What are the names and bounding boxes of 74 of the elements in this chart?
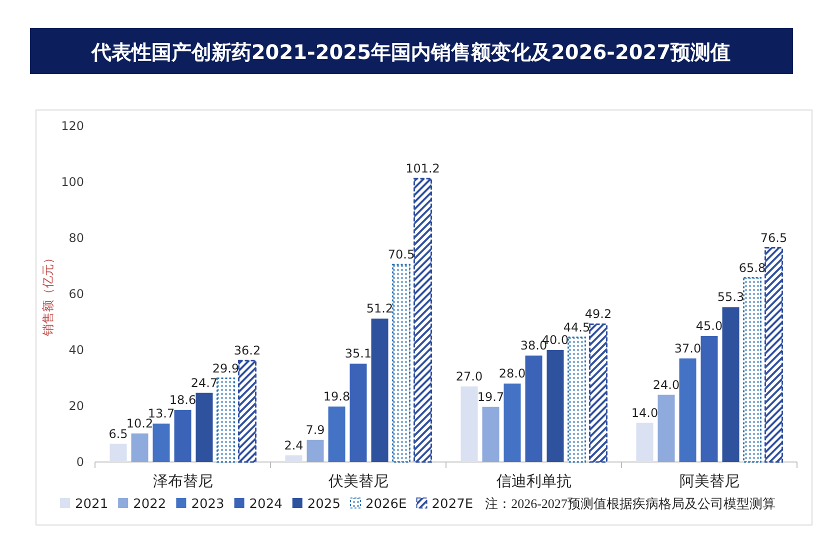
data-label: 70.5 (388, 248, 415, 262)
legend-label: 2022 (133, 497, 166, 512)
x-tick-label: 泽布替尼 (152, 472, 213, 490)
bar (589, 323, 608, 463)
bar (525, 356, 542, 462)
data-label: 14.0 (631, 406, 658, 420)
bar (658, 394, 675, 462)
bar (216, 378, 235, 463)
bar (636, 422, 654, 462)
bar (306, 440, 324, 462)
data-label: 6.5 (108, 426, 128, 441)
y-tick-label: 0 (76, 455, 84, 469)
bar (350, 364, 367, 462)
data-label: 37.0 (674, 341, 702, 356)
legend-label: 2024 (249, 497, 282, 512)
y-tick-label: 80 (68, 231, 84, 245)
bar (764, 247, 783, 463)
bar (679, 358, 696, 462)
y-tick-label: 120 (61, 119, 84, 133)
data-label: 10.2 (126, 416, 154, 430)
bar (371, 318, 388, 462)
y-tick-label: 40 (68, 343, 84, 357)
bar (743, 277, 762, 463)
text: 2026E (365, 497, 407, 512)
bar (285, 455, 302, 462)
x-tick-label: 伏美替尼 (328, 472, 388, 490)
data-label: 7.9 (306, 422, 325, 437)
data-label: 49.2 (584, 307, 612, 322)
x-tick-label: 信迪利单抗 (496, 472, 572, 490)
bar (722, 307, 740, 462)
legend-label: 2025 (307, 497, 340, 512)
data-label: 101.2 (406, 162, 440, 176)
data-label: 29.9 (212, 361, 240, 376)
bar (546, 350, 564, 462)
bar (328, 406, 346, 462)
bar (152, 424, 170, 462)
bar (131, 433, 148, 462)
y-tick-label: 20 (68, 399, 84, 413)
x-tick-label: 阿美替尼 (679, 472, 740, 490)
data-label: 44.5 (563, 320, 590, 334)
y-axis-title: 销售额（亿元） (41, 252, 55, 337)
bar (196, 392, 213, 462)
bar (238, 360, 256, 463)
text: 注：2026-2027预测值根据疾病格局及公司模型测算 (485, 496, 776, 511)
data-label: 45.0 (696, 319, 723, 333)
data-label: 76.5 (760, 230, 788, 245)
data-label: 24.7 (190, 376, 218, 390)
chart-title: 代表性国产创新药2021-2025年国内销售额变化及2026-2027预测值 (90, 40, 731, 64)
data-label: 51.2 (366, 302, 394, 316)
data-label: 28.0 (498, 366, 526, 381)
bar (414, 178, 432, 463)
data-label: 36.2 (234, 344, 261, 358)
text: 2027E (432, 497, 474, 512)
data-label: 19.8 (323, 390, 350, 404)
bar (504, 384, 521, 462)
legend-label: 2023 (191, 497, 224, 512)
bar (110, 444, 127, 462)
bar (460, 386, 478, 462)
bar (568, 336, 586, 463)
data-label: 65.8 (738, 260, 766, 275)
data-label: 19.7 (477, 390, 504, 404)
data-label: 2.4 (284, 438, 304, 452)
data-label: 18.6 (169, 392, 196, 407)
bar (174, 410, 192, 462)
y-tick-label: 100 (61, 175, 84, 189)
bar (392, 264, 410, 463)
y-tick-label: 60 (68, 287, 84, 301)
data-label: 55.3 (717, 290, 744, 304)
data-label: 27.0 (456, 369, 483, 384)
bar (700, 336, 718, 462)
data-label: 24.0 (652, 378, 680, 392)
data-label: 35.1 (344, 346, 372, 361)
legend-label: 2021 (75, 497, 108, 512)
bar (482, 406, 500, 462)
